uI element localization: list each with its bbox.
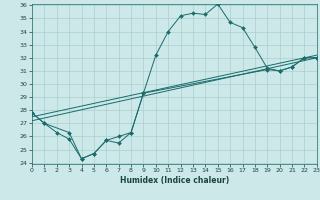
X-axis label: Humidex (Indice chaleur): Humidex (Indice chaleur) (120, 176, 229, 185)
